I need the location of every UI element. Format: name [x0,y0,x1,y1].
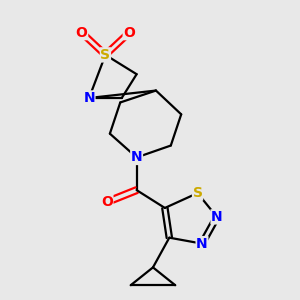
Text: N: N [211,210,223,224]
Text: N: N [83,91,95,105]
Text: N: N [131,150,142,164]
Text: S: S [100,48,110,62]
Text: S: S [193,186,202,200]
Text: O: O [76,26,88,40]
Text: O: O [123,26,135,40]
Text: O: O [101,195,113,209]
Text: N: N [196,237,208,250]
